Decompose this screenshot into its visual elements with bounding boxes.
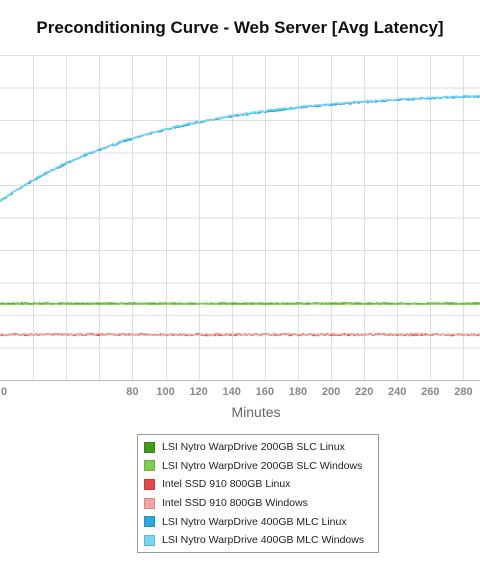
x-tick-label: 80 <box>126 386 138 398</box>
legend-label: LSI Nytro WarpDrive 400GB MLC Windows <box>162 534 365 547</box>
legend-label: LSI Nytro WarpDrive 400GB MLC Linux <box>162 515 347 528</box>
series-line <box>0 94 480 202</box>
x-axis-label: Minutes <box>231 404 281 420</box>
x-tick-label: 240 <box>388 386 406 398</box>
x-tick-label: 220 <box>355 386 373 398</box>
x-tick-label: 180 <box>289 386 307 398</box>
legend-label: Intel SSD 910 800GB Windows <box>162 497 308 510</box>
legend-label: LSI Nytro WarpDrive 200GB SLC Windows <box>162 459 363 472</box>
x-tick-label: 0 <box>1 386 7 398</box>
x-tick-label: 100 <box>156 386 174 398</box>
x-tick-label: 260 <box>421 386 439 398</box>
legend-item: LSI Nytro WarpDrive 200GB SLC Linux <box>138 438 378 457</box>
legend-swatch <box>144 516 155 528</box>
legend-item: LSI Nytro WarpDrive 400GB MLC Linux <box>138 512 378 531</box>
x-tick-label: 280 <box>454 386 472 398</box>
x-tick-label: 200 <box>322 386 340 398</box>
legend-swatch <box>144 478 155 490</box>
legend-item: Intel SSD 910 800GB Windows <box>138 494 378 513</box>
series-line <box>0 332 480 337</box>
series-line <box>0 302 480 306</box>
legend-label: Intel SSD 910 800GB Linux <box>162 478 291 491</box>
x-tick-label: 160 <box>256 386 274 398</box>
legend-item: Intel SSD 910 800GB Linux <box>138 475 378 494</box>
x-tick-label: 140 <box>223 386 241 398</box>
series-lines <box>0 94 480 337</box>
legend-swatch <box>144 460 155 472</box>
legend-label: LSI Nytro WarpDrive 200GB SLC Linux <box>162 441 345 454</box>
legend-item: LSI Nytro WarpDrive 400GB MLC Windows <box>138 531 378 550</box>
chart-title: Preconditioning Curve - Web Server [Avg … <box>36 18 444 37</box>
grid <box>0 55 480 381</box>
legend-item: LSI Nytro WarpDrive 200GB SLC Windows <box>138 457 378 476</box>
x-tick-label: 120 <box>189 386 207 398</box>
latency-chart: 0 80 100 120 140 160 180 200 220 240 260 280 <box>0 55 480 398</box>
x-axis-ticks: 0 80 100 120 140 160 180 200 220 240 260 280 <box>1 386 473 398</box>
legend-swatch <box>144 441 155 453</box>
legend: LSI Nytro WarpDrive 200GB SLC Linux LSI N… <box>137 434 379 553</box>
legend-swatch <box>144 534 155 546</box>
legend-swatch <box>144 497 155 509</box>
